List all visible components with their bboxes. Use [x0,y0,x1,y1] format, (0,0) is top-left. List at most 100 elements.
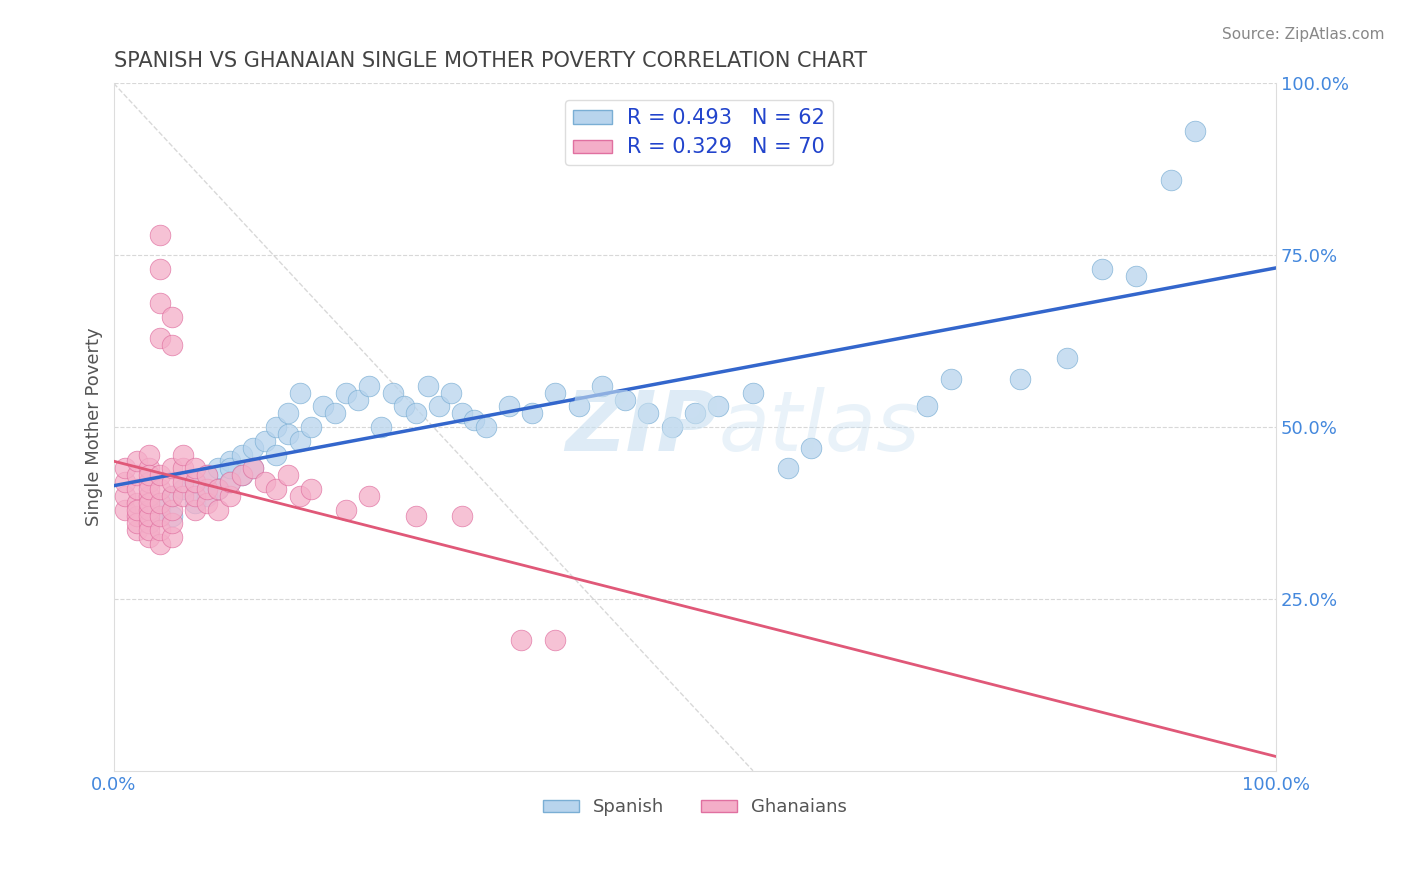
Point [184,475,207,489]
Point [138,475,160,489]
Point [1184,124,1206,138]
Point [160,516,183,531]
Point [253,434,276,448]
Point [266,420,288,434]
Point [195,495,218,509]
Point [312,400,335,414]
Point [707,400,730,414]
Point [184,475,207,489]
Point [160,475,183,489]
Point [195,468,218,483]
Point [184,495,207,509]
Point [394,400,416,414]
Point [149,495,172,509]
Point [346,392,368,407]
Point [160,509,183,524]
Point [195,482,218,496]
Point [474,420,496,434]
Point [266,448,288,462]
Point [160,502,183,516]
Point [637,406,659,420]
Point [359,489,381,503]
Point [242,441,264,455]
Point [172,489,194,503]
Point [288,489,311,503]
Point [277,426,299,441]
Point [242,461,264,475]
Point [138,516,160,531]
Point [451,406,474,420]
Point [125,468,148,483]
Point [219,461,242,475]
Point [253,475,276,489]
Point [661,420,683,434]
Point [440,385,463,400]
Point [323,406,346,420]
Point [160,337,183,351]
Point [219,489,242,503]
Text: Source: ZipAtlas.com: Source: ZipAtlas.com [1222,27,1385,42]
Point [195,489,218,503]
Point [125,516,148,531]
Point [1160,172,1182,186]
Point [125,495,148,509]
Point [172,448,194,462]
Point [451,509,474,524]
Point [114,502,136,516]
Point [742,385,765,400]
Point [138,461,160,475]
Point [219,475,242,489]
Point [591,378,613,392]
Point [939,372,962,386]
Point [207,482,229,496]
Point [149,468,172,483]
Point [288,434,311,448]
Point [231,448,253,462]
Point [138,468,160,483]
Point [509,633,531,648]
Point [184,461,207,475]
Point [172,461,194,475]
Point [207,482,229,496]
Point [125,509,148,524]
Point [149,296,172,310]
Point [114,489,136,503]
Point [160,461,183,475]
Point [416,378,439,392]
Point [776,461,799,475]
Point [184,489,207,503]
Point [149,523,172,537]
Point [172,482,194,496]
Point [149,509,172,524]
Point [277,406,299,420]
Point [568,400,591,414]
Point [125,523,148,537]
Point [160,489,183,503]
Point [138,523,160,537]
Point [149,537,172,551]
Text: ZIP: ZIP [565,386,718,467]
Point [231,468,253,483]
Point [299,482,322,496]
Point [160,530,183,544]
Point [149,227,172,242]
Point [138,482,160,496]
Point [1125,268,1147,283]
Point [207,461,229,475]
Point [1010,372,1032,386]
Point [138,502,160,516]
Point [114,461,136,475]
Point [266,482,288,496]
Point [149,261,172,276]
Point [544,633,567,648]
Point [242,461,264,475]
Point [405,406,427,420]
Legend: Spanish, Ghanaians: Spanish, Ghanaians [536,791,855,823]
Point [149,482,172,496]
Point [149,331,172,345]
Point [277,468,299,483]
Point [138,516,160,531]
Point [1056,351,1078,366]
Point [138,530,160,544]
Point [335,385,357,400]
